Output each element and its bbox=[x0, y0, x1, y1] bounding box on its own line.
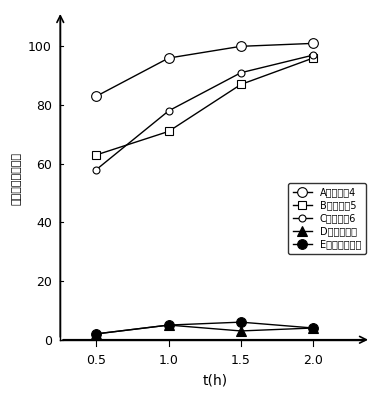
B：实验方5 bbox=[94, 152, 99, 157]
D：透光处理 bbox=[166, 323, 171, 328]
D：透光处理 bbox=[239, 328, 243, 333]
C：实验方6 bbox=[94, 167, 99, 172]
B：实验方5 bbox=[311, 56, 316, 61]
C：实验方6 bbox=[166, 109, 171, 113]
X-axis label: t(h): t(h) bbox=[203, 374, 228, 388]
C：实验方6 bbox=[239, 70, 243, 75]
B：实验方5 bbox=[166, 129, 171, 134]
E：空白对照组 bbox=[166, 323, 171, 328]
Line: A：实验方4: A：实验方4 bbox=[92, 39, 318, 101]
Line: E：空白对照组: E：空白对照组 bbox=[92, 317, 318, 339]
Line: C：实验方6: C：实验方6 bbox=[93, 51, 317, 173]
E：空白对照组 bbox=[239, 320, 243, 324]
A：实验方4 bbox=[94, 94, 99, 99]
Line: B：实验方5: B：实验方5 bbox=[92, 54, 317, 159]
E：空白对照组 bbox=[94, 332, 99, 336]
E：空白对照组 bbox=[311, 326, 316, 330]
A：实验方4 bbox=[166, 56, 171, 61]
Y-axis label: 降解转化率（％）: 降解转化率（％） bbox=[11, 152, 21, 205]
D：透光处理 bbox=[94, 332, 99, 336]
C：实验方6 bbox=[311, 53, 316, 57]
B：实验方5 bbox=[239, 82, 243, 87]
Line: D：透光处理: D：透光处理 bbox=[92, 320, 318, 339]
D：透光处理 bbox=[311, 326, 316, 330]
A：实验方4 bbox=[311, 41, 316, 46]
A：实验方4 bbox=[239, 44, 243, 49]
Legend: A：实验方4, B：实验方5, C：实验方6, D：透光处理, E：空白对照组: A：实验方4, B：实验方5, C：实验方6, D：透光处理, E：空白对照组 bbox=[288, 183, 366, 254]
